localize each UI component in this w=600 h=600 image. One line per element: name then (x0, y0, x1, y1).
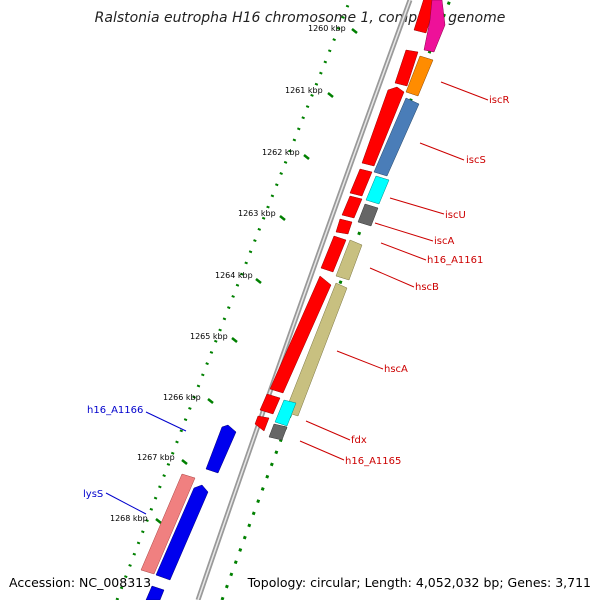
tick-mark (279, 215, 286, 221)
gene-arrow[interactable] (274, 399, 297, 427)
gene-arrow[interactable] (365, 175, 390, 205)
tick-mark (207, 398, 214, 404)
gene-arrow[interactable] (373, 97, 420, 177)
category-genes (268, 0, 446, 441)
tick-label: 1262 kbp (262, 148, 300, 157)
gene-arrow[interactable] (413, 0, 438, 34)
tick-mark (327, 92, 334, 98)
tick-mark (231, 337, 238, 343)
gene-label[interactable]: h16_A1161 (427, 255, 483, 266)
gene-arrow[interactable] (145, 585, 165, 600)
gene-arrow[interactable] (320, 235, 347, 273)
gene-labels: iscR iscS iscU iscA h16_A1161 hscB hscA … (83, 95, 509, 500)
tick-mark (255, 278, 262, 284)
gene-arrow[interactable] (341, 195, 363, 219)
gene-arrow[interactable] (357, 203, 379, 227)
scale-ring-outer (115, 0, 352, 600)
gene-arrow[interactable] (335, 239, 363, 281)
tick-label: 1261 kbp (285, 86, 323, 95)
gene-label[interactable]: h16_A1165 (345, 456, 401, 467)
tick-label: 1268 kbp (110, 514, 148, 523)
tick-label: 1265 kbp (190, 332, 228, 341)
tick-mark (351, 28, 358, 34)
gene-arrow[interactable] (269, 275, 332, 394)
tick-label: 1263 kbp (238, 209, 276, 218)
gene-arrow[interactable] (254, 415, 270, 432)
gene-arrow[interactable] (268, 423, 288, 441)
gene-label[interactable]: h16_A1166 (87, 405, 143, 416)
tick-label: 1267 kbp (137, 453, 175, 462)
gene-label[interactable]: iscS (466, 155, 486, 166)
gene-label[interactable]: hscA (384, 364, 408, 375)
gene-label[interactable]: hscB (415, 282, 439, 293)
reverse-genes (140, 424, 237, 600)
gene-arrow[interactable] (205, 424, 237, 474)
label-leaders (105, 81, 489, 515)
gene-arrow[interactable] (349, 168, 373, 197)
scale-ticks: 1260 kbp 1261 kbp 1262 kbp 1263 kbp 1264… (110, 24, 358, 524)
gene-arrow[interactable] (259, 393, 281, 415)
gene-label[interactable]: iscA (434, 236, 454, 247)
gene-arrow[interactable] (423, 0, 446, 53)
tick-label: 1266 kbp (163, 393, 201, 402)
gene-label[interactable]: fdx (351, 435, 367, 446)
gene-label[interactable]: lysS (83, 489, 103, 500)
accession-text: Accession: NC_008313 (9, 575, 152, 590)
forward-genes (254, 0, 438, 432)
gene-arrow[interactable] (361, 86, 405, 167)
gene-arrow[interactable] (405, 55, 434, 97)
gene-arrow[interactable] (394, 49, 419, 87)
genome-stats-text: Topology: circular; Length: 4,052,032 bp… (247, 575, 591, 590)
tick-mark (303, 154, 310, 160)
gene-label[interactable]: iscR (489, 95, 509, 106)
tick-mark (155, 518, 162, 524)
gene-arrow[interactable] (140, 473, 196, 575)
gene-arrow[interactable] (155, 484, 209, 581)
gene-label[interactable]: iscU (445, 210, 466, 221)
gene-arrow[interactable] (335, 218, 353, 235)
tick-label: 1264 kbp (215, 271, 253, 280)
tick-mark (181, 459, 188, 465)
genome-backbone-highlight (197, 0, 411, 600)
gene-arrow[interactable] (284, 282, 348, 417)
tick-label: 1260 kbp (308, 24, 346, 33)
